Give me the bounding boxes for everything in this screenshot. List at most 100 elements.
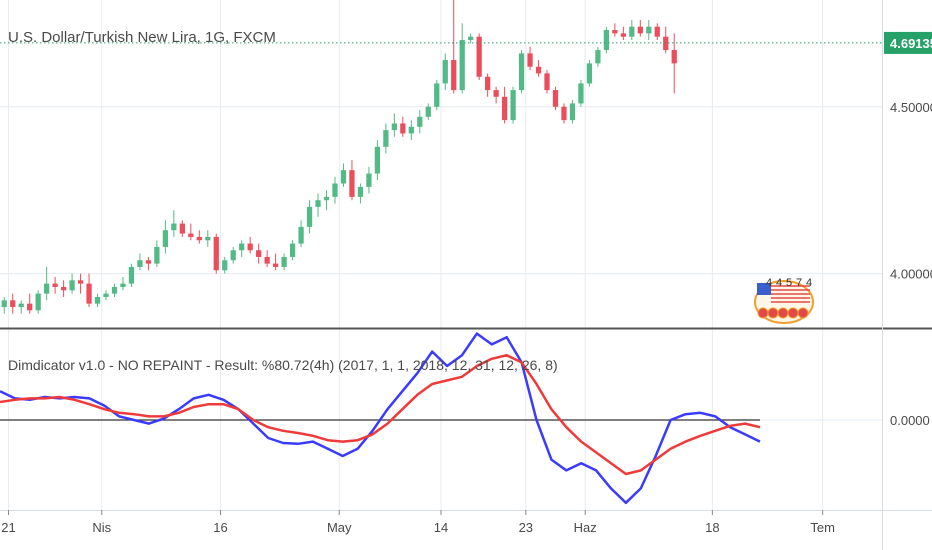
candle-body-62 [527, 53, 533, 67]
indicator-line-blue [0, 332, 761, 505]
candle-body-46 [391, 123, 397, 131]
candle-body-0 [1, 300, 7, 307]
candle-body-27 [230, 250, 236, 261]
candle-body-33 [281, 256, 287, 267]
x-tick-label-8: Tem [810, 520, 835, 535]
candle-body-21 [179, 223, 185, 234]
watermark-flag-canton [757, 283, 771, 295]
x-tick-label-7: 18 [705, 520, 719, 535]
candle-body-28 [239, 243, 245, 251]
candle-body-2 [18, 303, 24, 307]
candle-body-30 [256, 250, 262, 257]
watermark-digit-2: 5 [786, 277, 792, 289]
watermark-digit-1: 4 [776, 277, 782, 289]
last-price-tag [884, 31, 932, 54]
candle-body-20 [171, 223, 177, 231]
candle-body-23 [196, 236, 202, 241]
candle-body-72 [612, 30, 618, 34]
candle-body-19 [162, 230, 169, 247]
candle-body-4 [35, 293, 41, 311]
candle-body-31 [264, 256, 270, 264]
candle-body-14 [120, 283, 126, 287]
candle-body-77 [654, 26, 660, 37]
x-tick-label-0: 21 [1, 520, 15, 535]
candle-body-69 [586, 63, 593, 84]
x-tick-label-1: Nis [92, 520, 111, 535]
candle-body-53 [451, 60, 457, 91]
candle-body-47 [400, 123, 406, 134]
candle-body-18 [154, 246, 160, 264]
last-price-label: 4.69135 [890, 36, 932, 51]
candle-body-64 [544, 73, 550, 91]
candle-body-76 [646, 26, 652, 34]
candle-body-59 [501, 96, 508, 121]
candle-body-48 [408, 126, 414, 134]
candle-body-65 [552, 90, 559, 107]
watermark-dot-3 [787, 307, 799, 319]
watermark-digit-0: 4 [766, 277, 772, 289]
candle-body-32 [272, 263, 279, 267]
candle-body-16 [137, 260, 143, 267]
indicator-series [0, 332, 761, 505]
candle-body-9 [77, 280, 84, 284]
candle-body-35 [298, 226, 304, 244]
indicator-tick-label-0: 0.0000 [890, 413, 930, 428]
watermark-digit-4: 4 [806, 277, 812, 289]
x-tick-label-3: May [327, 520, 352, 535]
candle-body-13 [111, 286, 118, 294]
watermark-digit-3: 7 [796, 277, 802, 289]
watermark-dot-0 [757, 307, 769, 319]
candle-body-37 [315, 200, 321, 207]
indicator-title: Dimdicator v1.0 - NO REPAINT - Result: %… [8, 357, 558, 373]
price-chart-title: U.S. Dollar/Turkish New Lira, 1G, FXCM [8, 29, 276, 46]
candlestick-series [0, 0, 882, 314]
candle-body-79 [671, 50, 677, 64]
candle-body-67 [569, 103, 576, 121]
candle-body-1 [10, 300, 16, 307]
x-tick-label-2: 16 [213, 520, 227, 535]
candle-body-3 [27, 303, 33, 311]
x-tick-label-6: Haz [574, 520, 597, 535]
watermark-dot-1 [767, 307, 779, 319]
candle-body-78 [663, 36, 669, 51]
candle-body-34 [289, 243, 296, 257]
candle-body-8 [69, 280, 75, 291]
candle-body-71 [603, 30, 610, 51]
candle-body-38 [323, 196, 330, 201]
grid-lines [0, 0, 882, 510]
candle-body-50 [425, 106, 431, 117]
candle-body-56 [476, 36, 482, 77]
indicator-line-red [0, 353, 761, 476]
candle-body-43 [366, 173, 372, 187]
candle-body-74 [629, 26, 635, 37]
candle-body-15 [128, 266, 135, 284]
candle-body-40 [340, 170, 347, 184]
candle-body-61 [518, 53, 525, 91]
candle-body-29 [247, 243, 253, 251]
candle-body-70 [595, 50, 601, 64]
candle-body-24 [205, 236, 211, 241]
candle-body-6 [52, 283, 58, 287]
candle-body-22 [188, 233, 194, 237]
candle-body-68 [578, 83, 584, 104]
candle-body-58 [493, 90, 499, 97]
x-tick-label-4: 14 [434, 520, 448, 535]
watermark-dot-2 [777, 307, 789, 319]
candle-body-73 [620, 33, 626, 37]
candle-body-60 [510, 90, 516, 121]
candle-body-36 [306, 206, 313, 227]
candle-body-41 [349, 170, 355, 197]
candle-body-66 [561, 106, 567, 121]
candle-body-63 [535, 66, 542, 74]
candle-body-54 [459, 40, 465, 91]
candle-body-51 [434, 83, 440, 107]
candle-body-5 [44, 283, 50, 294]
candle-body-44 [374, 146, 381, 174]
candle-body-10 [86, 283, 92, 304]
watermark-dot-4 [797, 307, 809, 319]
candle-body-55 [468, 36, 474, 41]
candle-body-25 [213, 236, 219, 271]
